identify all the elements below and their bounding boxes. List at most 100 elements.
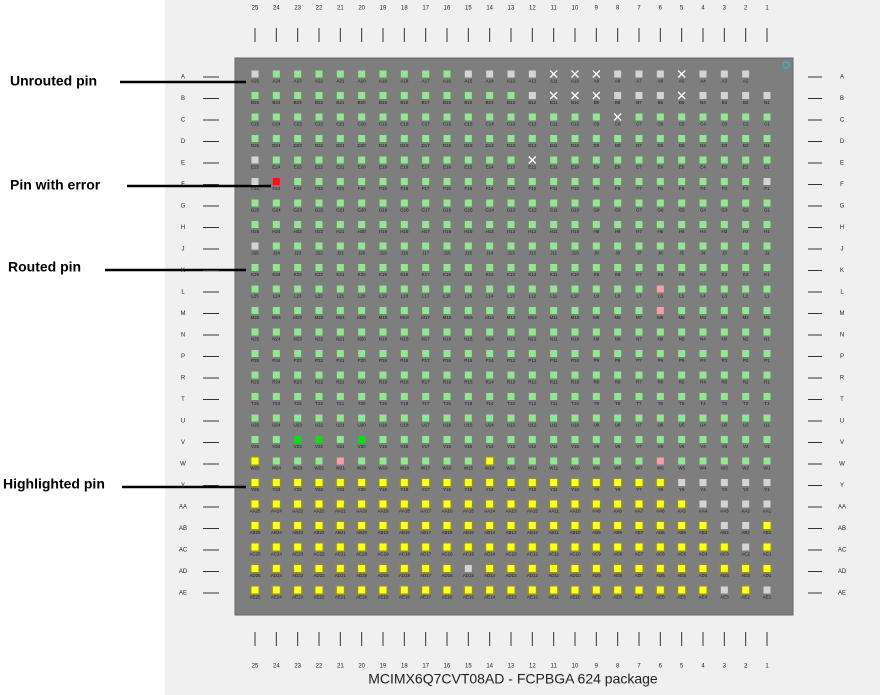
- pin-label: J13: [507, 251, 515, 256]
- pin: [614, 328, 622, 336]
- pin-label: AB6: [656, 530, 665, 535]
- pin: [571, 307, 579, 314]
- pin-label: R25: [251, 380, 260, 385]
- pin-label: W14: [485, 466, 495, 471]
- pin-label: E16: [443, 165, 452, 170]
- column-label: 18: [401, 664, 408, 670]
- pin-label: T17: [422, 401, 430, 406]
- pin: [422, 522, 430, 529]
- pin-label: P14: [486, 358, 495, 363]
- pin-label: D20: [358, 143, 367, 148]
- pin-label: M21: [336, 315, 345, 320]
- pin-label: J21: [337, 251, 345, 256]
- pin-label: AE1: [763, 595, 772, 600]
- pin: [678, 565, 686, 572]
- pin-label: A20: [358, 79, 367, 84]
- pin: [635, 285, 643, 293]
- pin: [336, 436, 344, 443]
- pin-label: U22: [315, 423, 324, 428]
- pin: [486, 156, 494, 164]
- pin: [358, 371, 366, 379]
- pin-label: AB19: [377, 530, 389, 535]
- pin-label: H15: [464, 229, 473, 234]
- pin-label: Y22: [315, 487, 324, 492]
- pin-label: P3: [722, 358, 728, 363]
- pin-label: G25: [251, 208, 260, 213]
- pin: [742, 457, 750, 465]
- pin-label: AD21: [335, 573, 347, 578]
- pin-label: Y1: [764, 487, 770, 492]
- pin-label: AA19: [377, 509, 389, 514]
- pin: [592, 436, 600, 443]
- pin-label: H23: [294, 229, 303, 234]
- pin-label: B3: [722, 100, 728, 105]
- pin-label: A23: [294, 79, 303, 84]
- pin: [678, 393, 686, 400]
- pin-label: AD10: [569, 573, 581, 578]
- pin: [315, 479, 323, 486]
- pin-label: N11: [550, 337, 558, 342]
- pin-label: B8: [615, 100, 621, 105]
- pin: [507, 328, 515, 336]
- row-label: R: [840, 376, 845, 382]
- column-label: 20: [358, 664, 365, 670]
- pin: [336, 565, 344, 572]
- pin-label: A24: [272, 79, 281, 84]
- pin-label: AC11: [548, 552, 559, 557]
- pin-label: D7: [636, 143, 642, 148]
- pin: [294, 436, 302, 443]
- pin-label: AA23: [292, 509, 304, 514]
- pin: [294, 199, 302, 207]
- pin-label: N7: [636, 337, 642, 342]
- pin: [251, 543, 259, 551]
- pin: [742, 414, 750, 422]
- pin-label: AD13: [505, 573, 517, 578]
- pin: [486, 199, 494, 207]
- pin: [614, 199, 622, 207]
- pin-label: AE8: [613, 595, 622, 600]
- pin-label: H19: [379, 229, 388, 234]
- pin-label: A13: [507, 79, 516, 84]
- pin: [763, 500, 771, 508]
- pin: [486, 221, 494, 228]
- pin: [571, 543, 579, 551]
- pin: [571, 436, 579, 443]
- pin-label: N16: [443, 337, 452, 342]
- pin: [699, 500, 707, 508]
- pin-label: K2: [743, 272, 749, 277]
- pin: [571, 199, 579, 207]
- pin: [251, 586, 259, 594]
- pin: [656, 70, 664, 78]
- pin-label: M25: [251, 315, 260, 320]
- pin-label: P19: [379, 358, 388, 363]
- pin: [528, 543, 536, 551]
- row-label: B: [181, 96, 185, 102]
- column-label: 7: [637, 6, 641, 12]
- pin-label: M14: [485, 315, 494, 320]
- pin: [635, 436, 643, 443]
- pin-label: M22: [315, 315, 324, 320]
- column-label: 16: [444, 6, 451, 12]
- row-label: AE: [179, 591, 187, 597]
- pin: [678, 113, 686, 121]
- pin: [336, 393, 344, 400]
- pin-label: N19: [379, 337, 388, 342]
- pin-label: W1: [764, 466, 771, 471]
- pin-label: F21: [336, 186, 344, 191]
- pin-label: F18: [400, 186, 408, 191]
- pin: [635, 522, 643, 529]
- pin: [592, 242, 600, 250]
- row-label: F: [840, 182, 844, 188]
- pin-label: E25: [251, 165, 260, 170]
- pin-label: H25: [251, 229, 260, 234]
- pin: [742, 199, 750, 207]
- pin-label: AE9: [592, 595, 601, 600]
- pin-label: L25: [251, 294, 259, 299]
- pin-label: K19: [379, 272, 388, 277]
- pin: [656, 436, 664, 443]
- pin-label: C18: [400, 122, 409, 127]
- pin-label: AC1: [763, 552, 772, 557]
- pin-label: W13: [506, 466, 516, 471]
- pin-label: D8: [615, 143, 621, 148]
- pin: [592, 522, 600, 529]
